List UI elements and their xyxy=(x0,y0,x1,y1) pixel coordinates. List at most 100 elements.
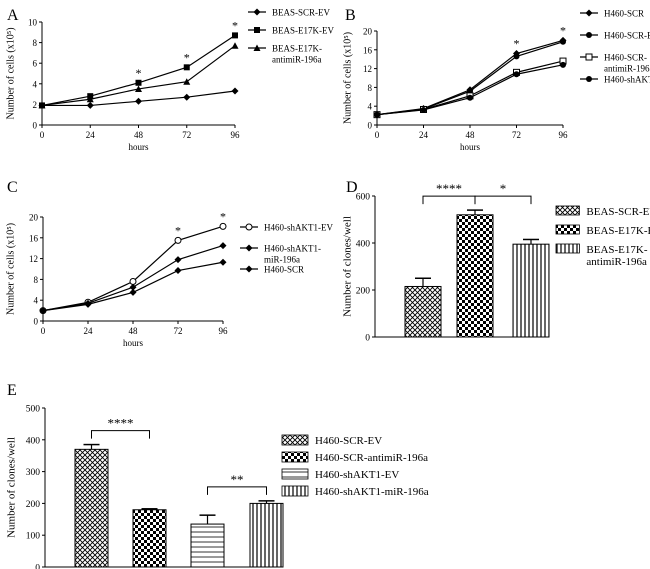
panel-c-x-tick-label: 48 xyxy=(129,326,139,336)
panel-a-data-point xyxy=(231,87,239,95)
panel-b-y-axis-label: Number of cells (x10⁵) xyxy=(342,32,353,124)
panel-c-data-point xyxy=(219,222,227,230)
panel-b-series-line-0 xyxy=(376,39,564,116)
panel-a-legend-label: BEAS-SCR-EV xyxy=(272,8,331,18)
panel-b-x-tick-label: 72 xyxy=(512,130,521,140)
panel-c-data-point xyxy=(174,256,182,264)
panel-a-y-tick-label: 8 xyxy=(33,38,38,48)
panel-e-legend-swatch xyxy=(281,485,309,497)
panel-e-legend-swatch xyxy=(281,468,309,480)
panel-d-legend-swatch xyxy=(555,205,580,216)
panel-e-y-tick-label: 500 xyxy=(26,405,41,415)
panel-b-x-tick-label: 24 xyxy=(419,130,429,140)
panel-b-y-tick-label: 4 xyxy=(368,102,373,112)
panel-d-legend-swatch xyxy=(555,224,580,235)
panel-b-data-point xyxy=(374,111,380,118)
panel-a-y-tick-label: 6 xyxy=(33,59,38,69)
panel-c-legend-marker xyxy=(245,223,253,231)
panel-c-data-point xyxy=(129,283,137,291)
panel-c-legend-label: H460-shAKT1- xyxy=(264,244,321,254)
panel-c-y-axis-label: Number of cells (x10⁵) xyxy=(5,223,16,315)
panel-a-x-tick-label: 48 xyxy=(134,130,144,140)
panel-d-legend-label: BEAS-E17K-EV xyxy=(586,225,650,237)
panel-a-significance-mark: * xyxy=(232,18,238,32)
panel-c-data-point xyxy=(174,267,182,275)
panel-d-legend-label: BEAS-E17K- xyxy=(586,244,647,256)
panel-a-significance-mark: * xyxy=(136,66,142,80)
panel-e-legend-swatch xyxy=(281,451,309,463)
panel-e-y-tick-label: 100 xyxy=(26,532,41,542)
panel-a-y-tick-label: 0 xyxy=(33,121,38,131)
panel-b-y-tick-label: 0 xyxy=(368,121,373,131)
panel-c-legend-label: miR-196a xyxy=(264,255,300,265)
panel-b-x-tick-label: 0 xyxy=(375,130,380,140)
panel-b-legend-marker xyxy=(586,76,592,82)
panel-b-legend-label: antimiR-196a xyxy=(604,64,650,74)
panel-d-legend-label: antimiR-196a xyxy=(586,256,647,268)
panel-c-x-axis-label: hours xyxy=(123,338,143,348)
panel-d-bar-2 xyxy=(512,243,550,338)
panel-a-data-point xyxy=(232,32,238,39)
panel-d-y-axis-label: Number of clones/well xyxy=(342,216,354,317)
panel-a-x-axis-label: hours xyxy=(129,142,149,152)
panel-b-data-point xyxy=(420,106,427,113)
panel-a-significance-mark: * xyxy=(184,50,190,64)
panel-d-significance-bracket xyxy=(422,195,476,205)
panel-b-data-point xyxy=(560,38,566,45)
panel-d-y-tick-label: 600 xyxy=(356,193,371,203)
panel-c-x-tick-label: 24 xyxy=(84,326,94,336)
panel-c-y-tick-label: 8 xyxy=(34,275,39,285)
panel-d-bar-0 xyxy=(404,285,442,338)
panel-e-y-tick-label: 400 xyxy=(26,436,41,446)
panel-c-y-tick-label: 0 xyxy=(34,317,39,327)
panel-a-y-tick-label: 10 xyxy=(28,18,38,28)
panel-b-x-tick-label: 48 xyxy=(466,130,476,140)
panel-b-x-tick-label: 96 xyxy=(559,130,569,140)
panel-a-x-tick-label: 24 xyxy=(86,130,96,140)
panel-c-data-point xyxy=(219,258,227,266)
panel-a-data-point xyxy=(135,79,142,86)
panel-e-significance-bracket xyxy=(91,430,150,439)
panel-b-y-tick-label: 12 xyxy=(363,64,372,74)
panel-c-significance-mark: * xyxy=(220,209,226,223)
panel-a-data-point xyxy=(135,97,142,105)
panel-e-y-tick-label: 200 xyxy=(26,500,41,510)
panel-a-data-point xyxy=(86,95,94,103)
panel-a-x-tick-label: 0 xyxy=(40,130,45,140)
panel-b-panel-label: B xyxy=(345,7,356,24)
panel-e-y-axis-label: Number of clones/well xyxy=(6,437,18,538)
panel-c-data-point xyxy=(129,277,137,285)
panel-c-data-point xyxy=(174,236,182,244)
panel-e-significance-bracket xyxy=(207,486,267,495)
panel-e-significance-label: **** xyxy=(108,416,134,431)
panel-a-data-point xyxy=(183,93,191,101)
panel-c-data-point xyxy=(219,242,227,250)
panel-c-legend-marker xyxy=(245,265,253,273)
panel-d-significance-label: * xyxy=(500,181,507,196)
panel-d-panel-label: D xyxy=(346,179,358,196)
panel-c-panel-label: C xyxy=(7,179,18,196)
panel-b-y-tick-label: 16 xyxy=(363,45,373,55)
panel-d-y-tick-label: 200 xyxy=(356,287,371,297)
panel-c-legend-marker xyxy=(245,244,253,252)
panel-c-series-line-0 xyxy=(42,225,224,312)
panel-b-legend-marker xyxy=(585,9,593,17)
panel-d-y-tick-label: 400 xyxy=(356,240,371,250)
panel-b-series-line-1 xyxy=(376,41,564,116)
panel-a-data-point xyxy=(135,85,142,92)
panel-b-legend-marker xyxy=(585,53,593,61)
panel-e-y-tick-label: 0 xyxy=(35,564,40,569)
panel-e-legend-label: H460-SCR-antimiR-196a xyxy=(315,452,428,464)
panel-a-data-point xyxy=(86,101,94,109)
panel-a-legend-label: antimiR-196a xyxy=(272,55,322,65)
panel-a-x-tick-label: 72 xyxy=(182,130,191,140)
panel-b-legend-label: H460-SCR xyxy=(604,9,644,19)
panel-e-legend-label: H460-shAKT1-EV xyxy=(315,469,399,481)
panel-a-data-point xyxy=(183,64,190,71)
panel-c-y-tick-label: 12 xyxy=(29,254,38,264)
panel-a-legend-marker xyxy=(253,44,261,51)
panel-d-significance-bracket xyxy=(474,195,532,205)
panel-a-legend-marker xyxy=(254,27,260,33)
panel-a-data-point xyxy=(38,101,46,109)
